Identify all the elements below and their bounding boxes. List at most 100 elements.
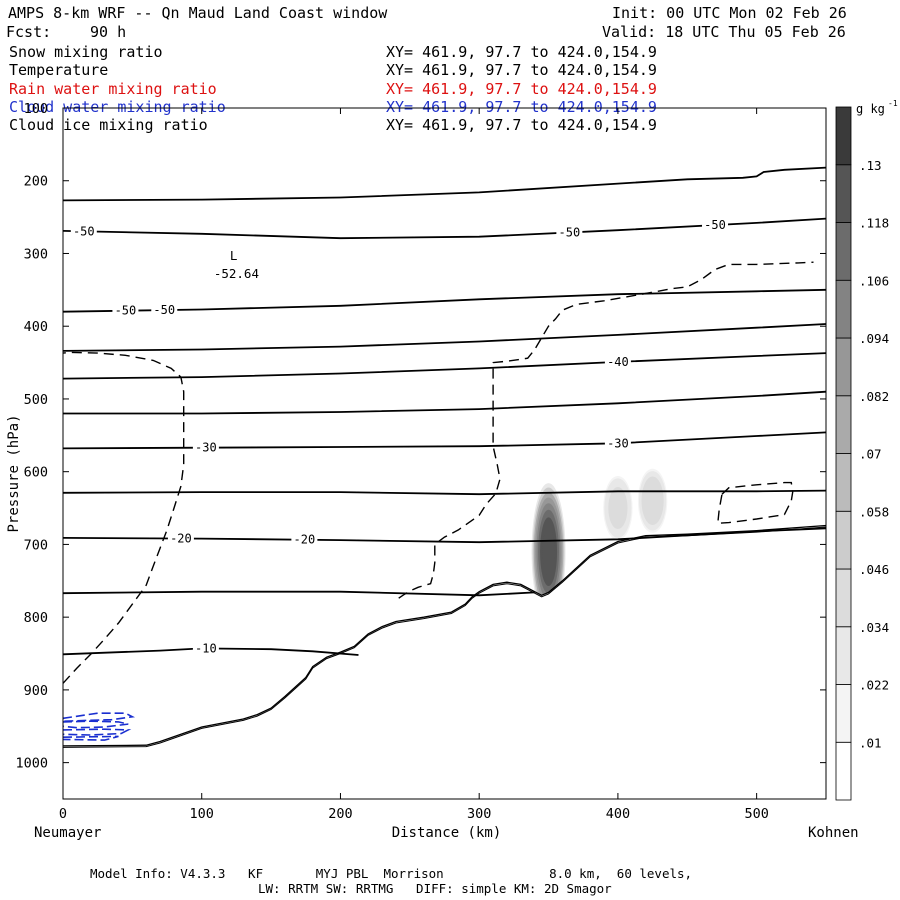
colorbar-unit-exponent: -1 (888, 99, 898, 108)
colorbar-label: .118 (859, 216, 889, 231)
colorbar-label: .022 (859, 678, 889, 693)
y-tick-label: 200 (24, 174, 48, 190)
isotherm-label-bg (604, 354, 631, 369)
snow-shade-band (612, 495, 624, 521)
colorbar-bin (835, 510, 852, 570)
snow-shade-band (647, 488, 659, 513)
x-tick-label: 100 (190, 806, 214, 822)
colorbar-label: .106 (859, 273, 889, 288)
field-label: Cloud water mixing ratio (9, 97, 226, 116)
header-init: Init: 00 UTC Mon 02 Feb 26 (612, 4, 847, 22)
colorbar-label: .13 (859, 158, 882, 173)
colorbar-bin (835, 164, 852, 223)
colorbar-bin (835, 684, 852, 743)
y-tick-label: 800 (24, 610, 48, 626)
footer-model-info: Model Info: V4.3.3 KF MYJ PBL Morrison 8… (90, 866, 693, 881)
isotherm-label-bg (192, 440, 219, 455)
field-label: Rain water mixing ratio (9, 79, 217, 98)
x-tick-label: 400 (606, 806, 630, 822)
isotherm-line (62, 217, 827, 240)
isotherm-layer: -50 -50 -50 -50 -50 -40 -30 -30 -20 -20 -10 (62, 166, 827, 656)
field-xy: XY= 461.9, 97.7 to 424.0,154.9 (386, 43, 657, 61)
isotherm-label-bg (556, 225, 583, 240)
plot-frame (62, 107, 827, 800)
field-label: Temperature (9, 61, 109, 80)
colorbar-label: .058 (859, 504, 889, 519)
isotherm-line (62, 489, 827, 496)
isotherm-line (62, 323, 827, 352)
header-valid: Valid: 18 UTC Thu 05 Feb 26 (602, 23, 846, 41)
x-tick-label: 0 (59, 806, 67, 822)
isotherm-label-bg (291, 532, 318, 547)
colorbar-bin (835, 453, 852, 512)
cloud-ice-contour (717, 481, 794, 525)
field-xy: XY= 461.9, 97.7 to 424.0,154.9 (386, 97, 657, 116)
isotherm-line (62, 166, 827, 202)
colorbar-label: .046 (859, 562, 889, 577)
colorbar-label: .01 (859, 735, 882, 750)
isotherm-line (63, 390, 827, 415)
cloud-water-contour (62, 720, 129, 729)
isotherm-label-bg (604, 436, 631, 451)
colorbar-bin (835, 106, 852, 166)
terrain-mask (63, 525, 826, 799)
y-tick-label: 400 (24, 319, 48, 335)
terrain-line-lower (62, 526, 827, 748)
colorbar-bin (835, 222, 852, 281)
isotherm-label: -30 (607, 436, 629, 450)
colorbar: .01 .022 .034 .046 .058 .07 .082 .094 .106 .118 .1… (835, 99, 898, 801)
x-endpoint-left: Neumayer (34, 825, 101, 841)
colorbar-unit: g kg (856, 102, 885, 116)
isotherm-label: -50 (704, 218, 726, 232)
colorbar-bin (835, 626, 852, 685)
annotation-layer: L -52.64 (214, 248, 259, 281)
colorbar-label: .07 (859, 447, 882, 462)
isotherm-line (62, 288, 827, 313)
isotherm-line (62, 590, 535, 597)
header-fcst-label: Fcst: (6, 23, 52, 41)
cloud-water-contour (62, 728, 132, 736)
y-tick-label: 600 (24, 465, 48, 481)
colorbar-bin (835, 741, 852, 801)
isotherm-label: -50 (73, 224, 95, 238)
field-xy: XY= 461.9, 97.7 to 424.0,154.9 (386, 61, 657, 80)
low-annotation: L (230, 248, 238, 263)
snow-shade-band (542, 527, 555, 576)
isotherm-label: -30 (195, 441, 217, 455)
y-tick-label: 300 (24, 246, 48, 262)
x-endpoint-right: Kohnen (808, 825, 859, 841)
y-tick-label: 700 (24, 537, 48, 553)
field-xy: XY= 461.9, 97.7 to 424.0,154.9 (386, 116, 657, 135)
isotherm-label: -20 (294, 533, 316, 547)
colorbar-bin (835, 337, 852, 397)
cloud-ice-contour (398, 261, 814, 599)
x-axis-label: Distance (km) (392, 825, 502, 841)
colorbar-bin (835, 395, 852, 454)
terrain-layer (62, 524, 827, 799)
footer-physics-info: LW: RRTM SW: RRTMG DIFF: simple KM: 2D S… (258, 881, 612, 896)
isotherm-line (62, 352, 827, 380)
isotherm-label: -10 (195, 641, 217, 655)
isotherm-label: -50 (559, 225, 581, 239)
terrain-line (62, 524, 827, 747)
low-annotation: -52.64 (214, 266, 259, 281)
colorbar-label: .082 (859, 389, 889, 404)
colorbar-bin (835, 568, 852, 628)
cloud-water-contour (62, 735, 119, 741)
isotherm-label: -50 (115, 304, 137, 318)
isotherm-label-bg (192, 641, 219, 656)
cloud-ice-contour (62, 351, 185, 684)
y-tick-label: 1000 (15, 756, 48, 772)
colorbar-label: .094 (859, 331, 889, 346)
cloud-water-layer (62, 712, 136, 741)
x-tick-label: 200 (328, 806, 352, 822)
colorbar-label: .034 (859, 620, 889, 635)
x-tick-label: 300 (467, 806, 491, 822)
y-axis-label: Pressure (hPa) (6, 414, 22, 532)
x-tick-label: 500 (744, 806, 768, 822)
isotherm-line (62, 647, 359, 656)
field-label: Snow mixing ratio (9, 43, 163, 61)
isotherm-label: -20 (170, 531, 192, 545)
field-xy: XY= 461.9, 97.7 to 424.0,154.9 (386, 79, 657, 98)
